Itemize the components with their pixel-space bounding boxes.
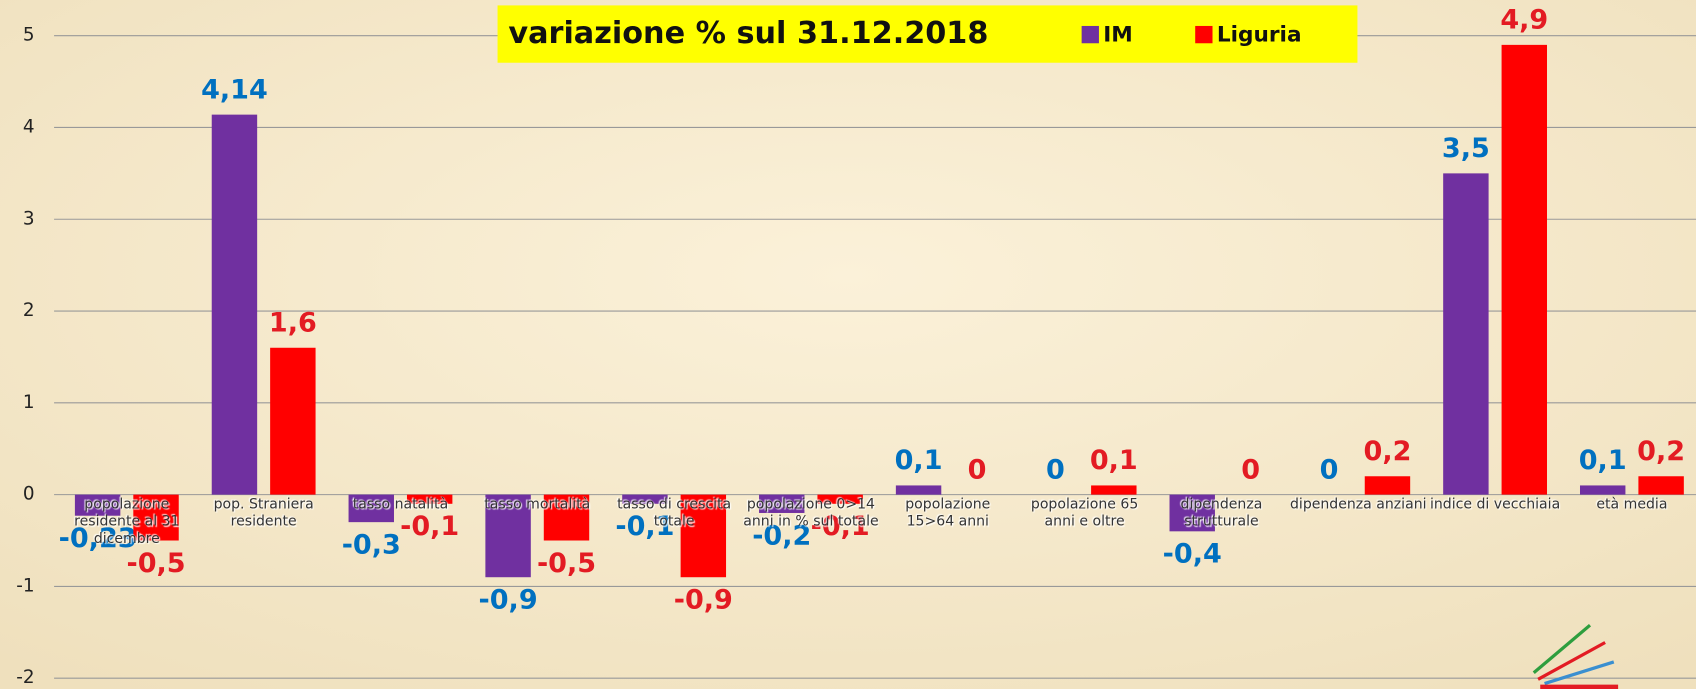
x-tick-label-box: dipendenza strutturale: [1153, 497, 1290, 584]
bar: [212, 115, 257, 495]
value-label: 3,5: [1442, 133, 1490, 164]
bar: [1365, 476, 1410, 494]
x-tick-label: popolazione 15>64 anni: [879, 497, 1016, 532]
value-label: 1,6: [269, 307, 317, 338]
value-label: 0: [968, 454, 987, 485]
value-label: 0,2: [1364, 436, 1412, 467]
y-tick-label: -2: [16, 667, 34, 688]
value-label: 0,1: [895, 445, 943, 476]
x-tick-label: pop. Straniera residente: [195, 497, 332, 532]
bar: [1091, 485, 1136, 494]
value-label: -0,9: [479, 585, 538, 616]
y-tick-label: 2: [23, 300, 35, 321]
x-tick-label-box: popolazione residente al 31 dicembre: [58, 497, 195, 584]
y-tick-label: 0: [23, 484, 35, 505]
x-tick-label-box: tasso mortalità: [469, 497, 606, 584]
y-tick-label: 5: [23, 25, 35, 46]
bar: [1638, 476, 1683, 494]
x-tick-label-box: tasso natalità: [332, 497, 469, 584]
x-tick-label: tasso natalità: [332, 497, 469, 514]
x-tick-label: dipendenza strutturale: [1153, 497, 1290, 532]
value-label: 0,2: [1637, 436, 1685, 467]
x-tick-label-box: popolazione 0>14 anni in % sul totale: [743, 497, 880, 584]
x-tick-label-box: tasso di crescita totale: [606, 497, 743, 584]
x-tick-label-box: pop. Straniera residente: [195, 497, 332, 584]
value-label: 4,9: [1500, 5, 1548, 36]
x-tick-label-box: dipendenza anziani: [1290, 497, 1427, 584]
x-tick-label: popolazione residente al 31 dicembre: [58, 497, 195, 549]
chart-title: variazione % sul 31.12.2018: [508, 16, 988, 51]
x-tick-label: tasso mortalità: [469, 497, 606, 514]
x-tick-label-box: età media: [1564, 497, 1696, 584]
value-label: 0: [1320, 454, 1339, 485]
y-tick-label: -1: [16, 575, 34, 596]
y-tick-label: 3: [23, 208, 35, 229]
legend-swatch: [1082, 26, 1099, 43]
x-tick-label: popolazione 65 anni e oltre: [1016, 497, 1153, 532]
value-label: 0,1: [1090, 445, 1138, 476]
x-tick-label-box: indice di vecchiaia: [1427, 497, 1564, 584]
bar: [1443, 173, 1488, 494]
value-label: -0,9: [674, 585, 733, 616]
x-tick-label: tasso di crescita totale: [606, 497, 743, 532]
value-label: 0: [1046, 454, 1065, 485]
value-label: 4,14: [201, 74, 268, 105]
bar: [896, 485, 941, 494]
value-label: 0: [1241, 454, 1260, 485]
bar: [270, 348, 315, 495]
x-tick-label: indice di vecchiaia: [1427, 497, 1564, 514]
bar: [1502, 45, 1547, 495]
x-tick-label: età media: [1564, 497, 1696, 514]
x-tick-label-box: popolazione 15>64 anni: [879, 497, 1016, 584]
legend-label: IM: [1103, 23, 1133, 48]
x-tick-label-box: popolazione 65 anni e oltre: [1016, 497, 1153, 584]
bar: [1580, 485, 1625, 494]
y-tick-label: 4: [23, 116, 35, 137]
x-tick-label: popolazione 0>14 anni in % sul totale: [743, 497, 880, 532]
value-label: 0,1: [1579, 445, 1627, 476]
legend-label: Liguria: [1217, 23, 1302, 48]
y-tick-label: 1: [23, 392, 35, 413]
legend-swatch: [1195, 26, 1212, 43]
x-tick-label: dipendenza anziani: [1290, 497, 1427, 514]
